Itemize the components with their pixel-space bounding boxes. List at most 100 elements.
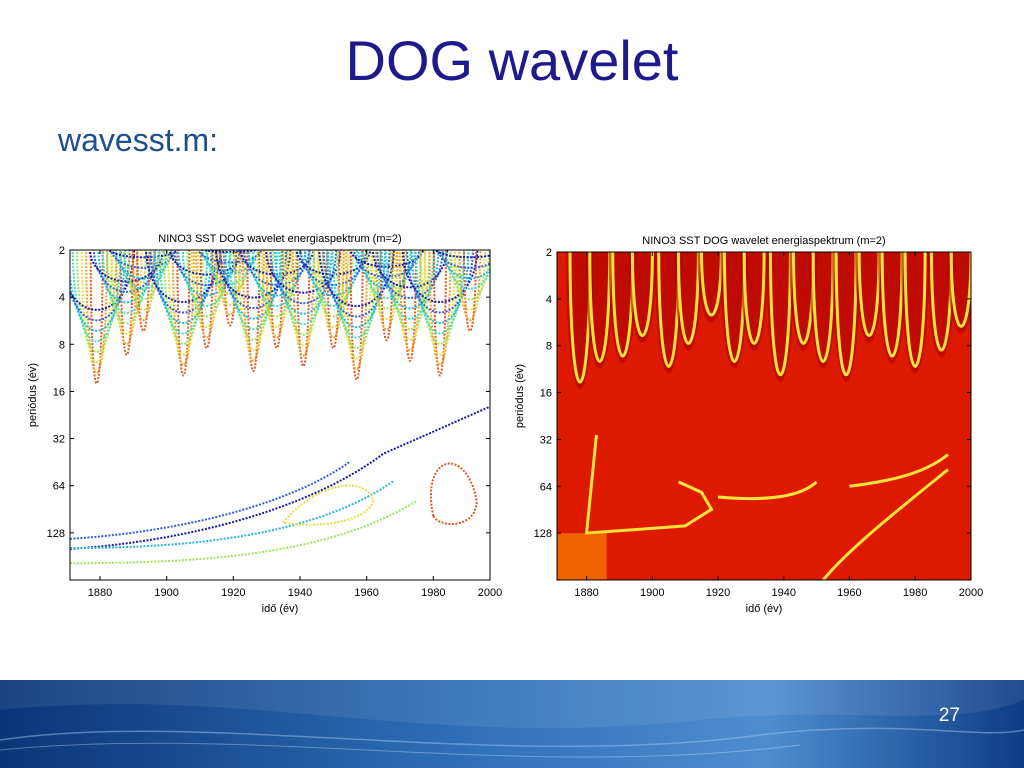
contour-line — [282, 484, 375, 526]
zero-line — [742, 252, 766, 345]
y-axis-label: periódus (év) — [514, 364, 526, 428]
x-tick-label: 1880 — [574, 587, 598, 599]
contour-line — [232, 250, 274, 341]
contour-line — [123, 250, 164, 301]
contour-line — [176, 250, 191, 377]
contour-line — [430, 462, 478, 525]
contour-line — [440, 250, 490, 280]
contour-line — [224, 250, 283, 320]
plot-frame — [69, 249, 491, 581]
contour-line — [308, 250, 359, 307]
contour-line — [167, 250, 200, 356]
contour-line — [181, 250, 232, 307]
contour-line — [345, 250, 369, 370]
zero-line — [949, 252, 971, 328]
contour-line — [291, 250, 315, 357]
contour-line — [403, 250, 417, 362]
y-axis-label: periódus (év) — [27, 363, 39, 427]
contour-line — [349, 250, 364, 381]
zero-line — [834, 252, 858, 376]
y-tick-label: 64 — [53, 481, 65, 493]
contour-line — [218, 250, 242, 316]
contour-line — [145, 250, 222, 303]
contour-line — [173, 250, 241, 287]
y-tick-label: 32 — [53, 434, 65, 446]
contour-line — [70, 250, 135, 311]
zero-line — [768, 252, 792, 376]
contour-line — [70, 500, 418, 565]
contour-line — [110, 250, 143, 335]
plot-frame — [556, 251, 972, 581]
y-tick-label: 4 — [59, 292, 65, 304]
contour-line — [205, 250, 255, 285]
contour-line — [415, 250, 465, 335]
x-tick-label: 1960 — [354, 587, 378, 599]
contour-line — [376, 250, 444, 299]
zero-line — [676, 252, 700, 345]
contour-line — [241, 250, 265, 362]
contour-line — [171, 250, 195, 366]
contour-line — [198, 250, 262, 253]
x-tick-label: 1920 — [706, 587, 730, 599]
contour-line — [312, 250, 354, 318]
chart-1: NINO3 SST DOG wavelet energiaspektrum (m… — [27, 233, 502, 615]
zero-line — [821, 468, 949, 580]
contour-line — [385, 250, 435, 320]
zero-line — [700, 252, 723, 317]
x-tick-label: 2000 — [959, 587, 983, 599]
chart-title: NINO3 SST DOG wavelet energiaspektrum (m… — [158, 233, 401, 245]
y-tick-label: 64 — [540, 481, 552, 493]
contour-line — [243, 250, 311, 287]
contour-line — [406, 250, 474, 314]
y-tick-label: 16 — [53, 386, 65, 398]
contour-line — [70, 250, 127, 332]
zero-line — [857, 252, 881, 337]
zero-line — [588, 252, 612, 363]
slide-title: DOG wavelet — [345, 29, 679, 92]
y-tick-label: 2 — [59, 245, 65, 257]
contour-line — [282, 250, 324, 336]
contour-line — [114, 250, 173, 280]
contour-line — [246, 250, 261, 372]
zero-line — [880, 252, 904, 358]
contour-line — [97, 250, 156, 304]
page-number: 27 — [938, 705, 960, 726]
contour-line — [70, 460, 351, 540]
contour-line — [340, 250, 373, 360]
contour-line — [361, 250, 412, 300]
x-tick-label: 1960 — [837, 587, 861, 599]
contour-line — [380, 250, 440, 310]
contour-line — [428, 250, 452, 366]
contour-line — [398, 250, 422, 352]
y-tick-label: 32 — [540, 434, 552, 446]
contour-line — [70, 405, 490, 550]
x-tick-label: 1900 — [154, 587, 178, 599]
contour-line — [88, 250, 165, 283]
x-tick-label: 1980 — [903, 587, 927, 599]
contour-line — [379, 250, 394, 341]
contour-line — [410, 250, 470, 324]
zero-line — [630, 252, 654, 337]
contour-line — [265, 250, 289, 339]
y-tick-label: 16 — [540, 388, 552, 400]
contour-line — [394, 250, 426, 341]
zero-line — [717, 480, 818, 501]
power-lobe — [947, 252, 971, 334]
contour-line — [158, 250, 209, 335]
contour-line — [93, 250, 161, 293]
charts-canvas: NINO3 SST DOG wavelet energiaspektrum (m… — [27, 233, 983, 615]
zero-line — [849, 453, 949, 488]
zero-line — [584, 434, 714, 535]
contour-line — [168, 250, 245, 276]
contour-line — [199, 250, 214, 349]
x-axis-label: idő (év) — [746, 603, 783, 615]
y-tick-label: 4 — [546, 294, 552, 306]
contour-line — [197, 250, 263, 264]
contour-line — [119, 250, 134, 356]
contour-line — [322, 250, 391, 318]
zero-line — [903, 252, 927, 368]
y-tick-label: 8 — [546, 341, 552, 353]
x-tick-label: 1940 — [288, 587, 312, 599]
contour-line — [195, 250, 219, 339]
contour-line — [433, 250, 447, 377]
